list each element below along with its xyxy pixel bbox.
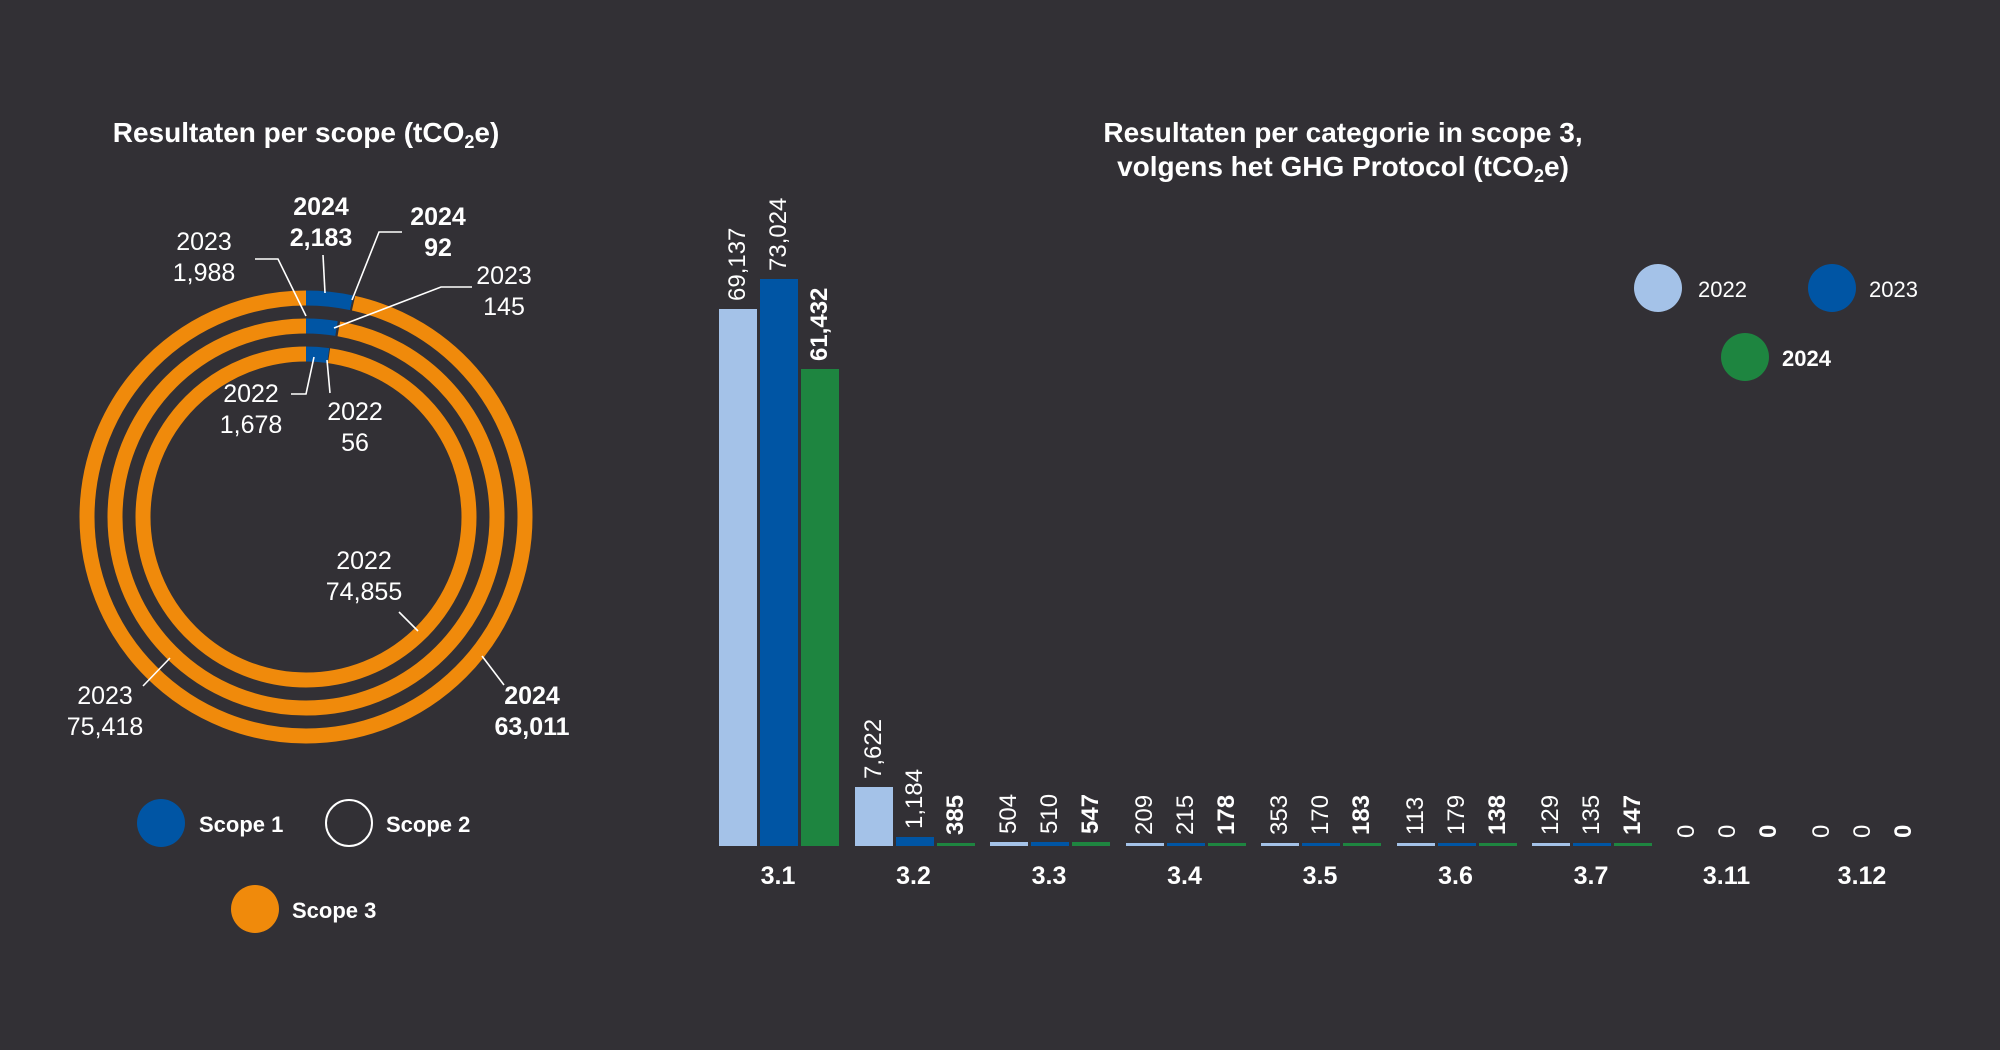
category-chart-title: Resultaten per categorie in scope 3, vol… <box>1103 116 1582 193</box>
legend-scope2-label: Scope 2 <box>386 812 471 837</box>
bar-3.3-2024 <box>1072 841 1110 846</box>
ring-2024-scope3 <box>79 290 533 744</box>
leader-line <box>398 611 419 632</box>
category-label: 3.5 <box>1302 862 1338 890</box>
bar-3.7-2023 <box>1573 843 1611 846</box>
ring-2022-scope3 <box>135 346 477 688</box>
value-label-3.5-2023: 170 <box>1307 794 1334 835</box>
legend-2023-swatch <box>1808 264 1856 312</box>
category-label: 3.11 <box>1702 862 1751 890</box>
value-label-3.4-2022: 209 <box>1130 794 1158 835</box>
category-label: 3.2 <box>896 862 931 890</box>
legend-scope3-swatch <box>231 885 279 933</box>
legend-scope2-swatch <box>325 799 373 847</box>
category-label: 3.3 <box>1031 862 1067 890</box>
legend-2023-label: 2023 <box>1869 277 1918 302</box>
value-label-3.5-2022: 353 <box>1266 794 1293 835</box>
title-line-1: Resultaten per categorie in scope 3, <box>1103 117 1583 148</box>
value-label-3.12-2022: 0 <box>1808 824 1835 838</box>
bar-3.4-2023 <box>1166 843 1205 846</box>
value-label-3.2-2024: 385 <box>941 794 969 835</box>
value-label-3.6-2024: 138 <box>1483 794 1511 835</box>
legend-scope1-swatch <box>137 799 185 847</box>
bar-3.2-2022 <box>854 786 893 846</box>
title-line-2: volgens het GHG Protocol (tCO2e) <box>1117 151 1569 186</box>
value-label-3.11-2022: 0 <box>1672 824 1700 838</box>
bar-3.2-2024 <box>936 843 975 846</box>
bar-3.3-2022 <box>990 842 1028 846</box>
bar-3.7-2024 <box>1614 843 1652 846</box>
leader-line <box>481 655 505 686</box>
bar-3.7-2022 <box>1532 843 1570 846</box>
category-label: 3.4 <box>1167 862 1202 890</box>
category-label: 3.12 <box>1837 862 1887 890</box>
value-label-3.4-2024: 178 <box>1212 794 1240 835</box>
value-label-3.7-2022: 129 <box>1537 794 1564 835</box>
label-2023-scope1: 2023 1,988 <box>172 228 236 287</box>
bar-3.5-2023 <box>1302 843 1340 846</box>
value-label-3.1-2022: 69,137 <box>724 227 751 302</box>
value-label-3.2-2023: 1,184 <box>900 768 928 829</box>
label-2023-scope3: 2023 75,418 <box>66 682 144 741</box>
bar-3.6-2022 <box>1396 843 1435 846</box>
value-label-3.3-2022: 504 <box>995 794 1022 835</box>
category-label: 3.7 <box>1573 862 1609 890</box>
bar-3.5-2024 <box>1343 843 1381 846</box>
value-label-3.11-2024: 0 <box>1754 824 1782 838</box>
value-label-3.12-2024: 0 <box>1890 824 1917 838</box>
bar-3.6-2023 <box>1437 843 1476 846</box>
value-label-3.6-2023: 179 <box>1442 794 1470 835</box>
label-2022-scope3: 2022 74,855 <box>325 547 403 606</box>
legend-2022-swatch <box>1634 264 1682 312</box>
value-label-3.7-2023: 135 <box>1578 794 1605 835</box>
legend-2024-label: 2024 <box>1782 346 1831 371</box>
leader-line <box>322 254 326 294</box>
bar-3.2-2023 <box>895 836 934 846</box>
title-text: Resultaten per scope (tCO <box>112 117 465 148</box>
value-label-3.6-2022: 113 <box>1401 796 1429 835</box>
scope-chart-title: Resultaten per scope (tCO2e) <box>113 116 500 159</box>
leader-line <box>255 258 307 317</box>
legend-scope1-label: Scope 1 <box>199 812 284 837</box>
category-label: 3.6 <box>1438 862 1473 890</box>
ring-2023-scope3 <box>107 318 505 716</box>
label-2024-scope2: 2024 92 <box>410 203 466 262</box>
category-label: 3.1 <box>760 862 796 890</box>
leader-line <box>351 231 402 301</box>
value-label-3.11-2023: 0 <box>1713 824 1741 838</box>
value-label-3.3-2024: 547 <box>1077 793 1104 834</box>
label-2022-scope1: 2022 1,678 <box>219 380 283 439</box>
bar-3.1-2022 <box>719 309 757 846</box>
value-label-3.1-2023: 73,024 <box>765 197 792 271</box>
leader-line <box>333 286 472 329</box>
label-2024-scope3: 2024 63,011 <box>494 682 570 741</box>
label-2023-scope2: 2023 145 <box>476 262 532 321</box>
label-2022-scope2: 2022 56 <box>327 398 383 457</box>
bar-3.4-2022 <box>1125 843 1164 846</box>
value-label-3.1-2024: 61,432 <box>806 287 833 361</box>
label-2024-scope1: 2024 2,183 <box>289 193 353 252</box>
title-subscript: 2 <box>464 132 475 152</box>
value-label-3.5-2024: 183 <box>1348 794 1375 835</box>
legend-2022-label: 2022 <box>1698 277 1747 302</box>
bar-3.1-2024 <box>801 369 839 846</box>
value-label-3.12-2023: 0 <box>1849 824 1876 838</box>
value-label-3.2-2022: 7,622 <box>859 718 887 779</box>
value-label-3.4-2023: 215 <box>1171 794 1199 835</box>
bar-3.5-2022 <box>1261 843 1299 846</box>
title-text-end: e) <box>474 117 500 148</box>
legend-2024-swatch <box>1721 333 1769 381</box>
leader-line <box>326 359 331 394</box>
bar-3.1-2023 <box>760 279 798 846</box>
bar-3.4-2024 <box>1207 843 1246 846</box>
leader-line <box>142 657 171 687</box>
bar-3.3-2023 <box>1031 842 1069 846</box>
value-label-3.7-2024: 147 <box>1619 794 1646 835</box>
legend-scope3-label: Scope 3 <box>292 898 377 923</box>
value-label-3.3-2023: 510 <box>1036 793 1063 835</box>
leader-line <box>291 356 315 395</box>
bar-3.6-2024 <box>1478 843 1517 846</box>
